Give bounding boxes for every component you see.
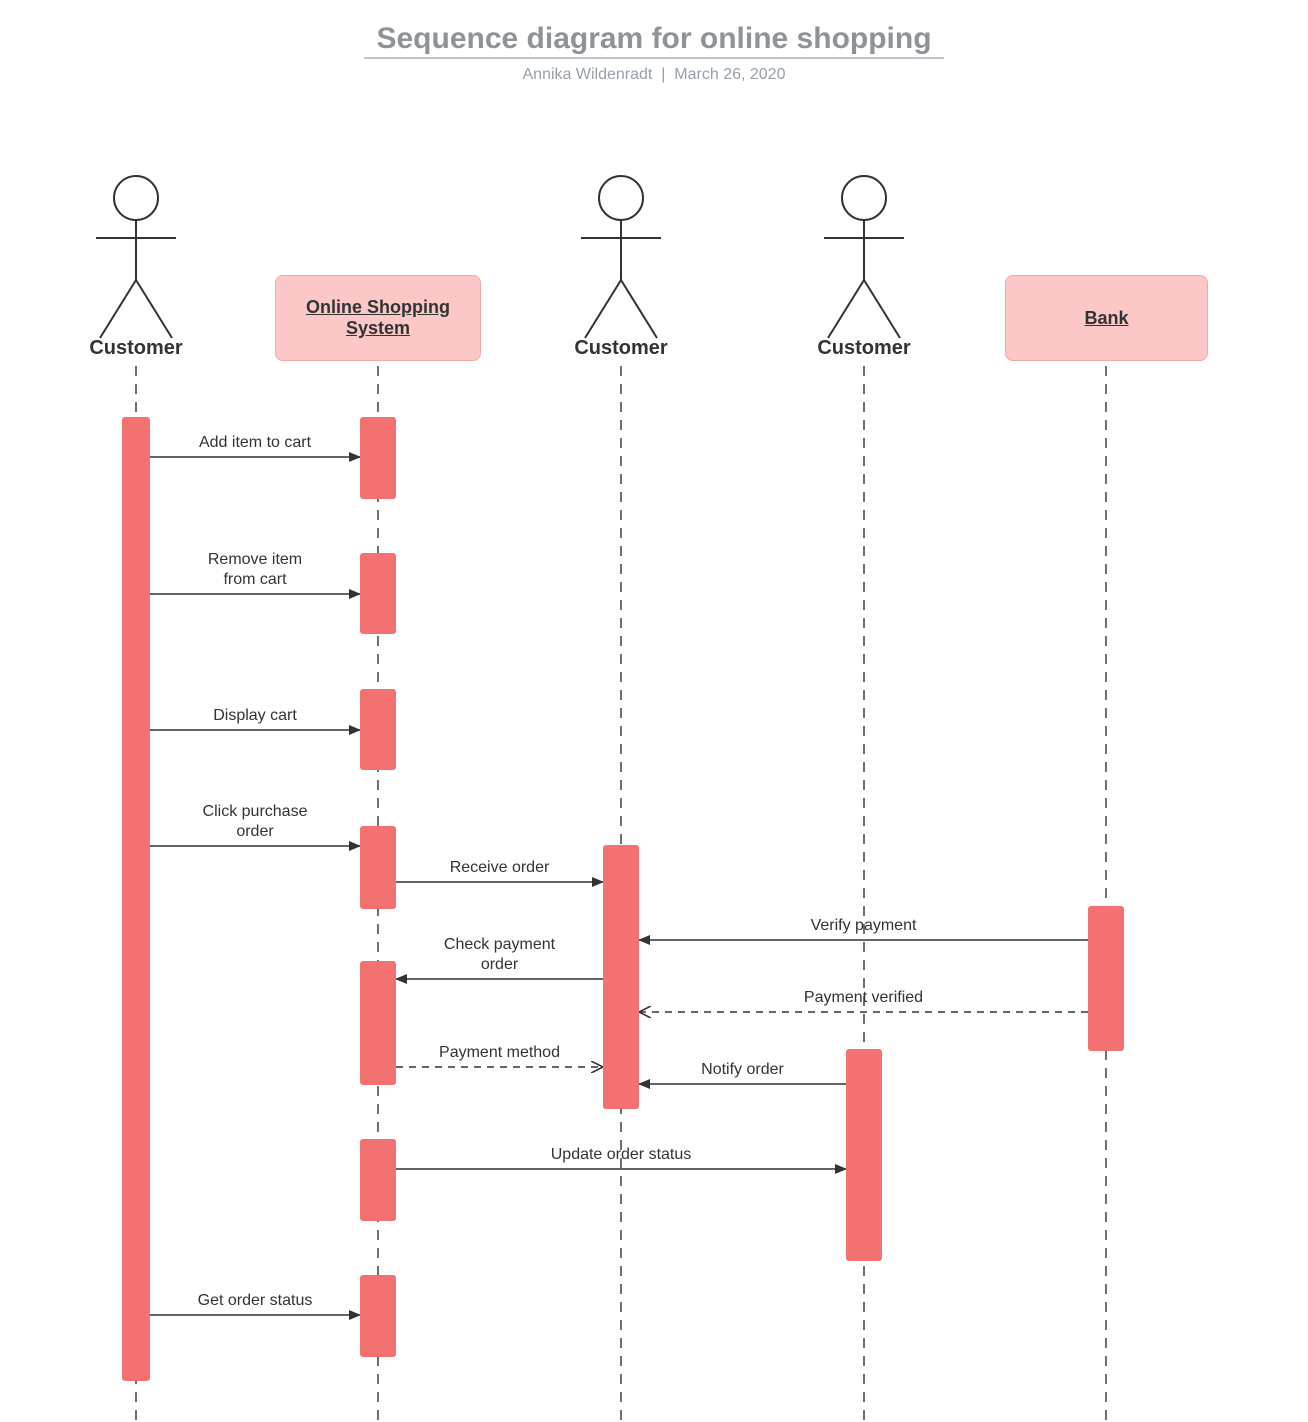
- message-label: Payment verified: [804, 988, 923, 1008]
- actor-label: Customer: [574, 337, 667, 360]
- actor-icon: [581, 176, 661, 338]
- message-label: Display cart: [213, 706, 297, 726]
- activation-bar: [603, 845, 639, 1109]
- activation-bar: [360, 1275, 396, 1357]
- message-label: Remove item from cart: [208, 550, 302, 590]
- message-label: Click purchase order: [203, 802, 308, 842]
- actor-icon: [824, 176, 904, 338]
- participant-box: Online Shopping System: [275, 275, 481, 361]
- message-label: Verify payment: [811, 916, 917, 936]
- activation-bar: [360, 961, 396, 1085]
- activation-bar: [360, 689, 396, 770]
- message-label: Update order status: [551, 1145, 692, 1165]
- actor-label: Customer: [817, 337, 910, 360]
- message-label: Add item to cart: [199, 433, 311, 453]
- activation-bar: [360, 553, 396, 634]
- diagram-canvas: [0, 0, 1308, 1422]
- activation-bar: [360, 417, 396, 499]
- sequence-diagram: Sequence diagram for online shopping Ann…: [0, 0, 1308, 1422]
- activation-bar: [122, 417, 150, 1381]
- message-label: Get order status: [198, 1291, 313, 1311]
- actor-label: Customer: [89, 337, 182, 360]
- message-label: Notify order: [701, 1060, 784, 1080]
- activation-bar: [846, 1049, 882, 1261]
- message-label: Check payment order: [444, 935, 555, 975]
- actor-icon: [96, 176, 176, 338]
- activation-bar: [1088, 906, 1124, 1051]
- message-label: Payment method: [439, 1043, 560, 1063]
- message-label: Receive order: [450, 858, 550, 878]
- participant-box: Bank: [1005, 275, 1208, 361]
- activation-bar: [360, 826, 396, 909]
- activation-bar: [360, 1139, 396, 1221]
